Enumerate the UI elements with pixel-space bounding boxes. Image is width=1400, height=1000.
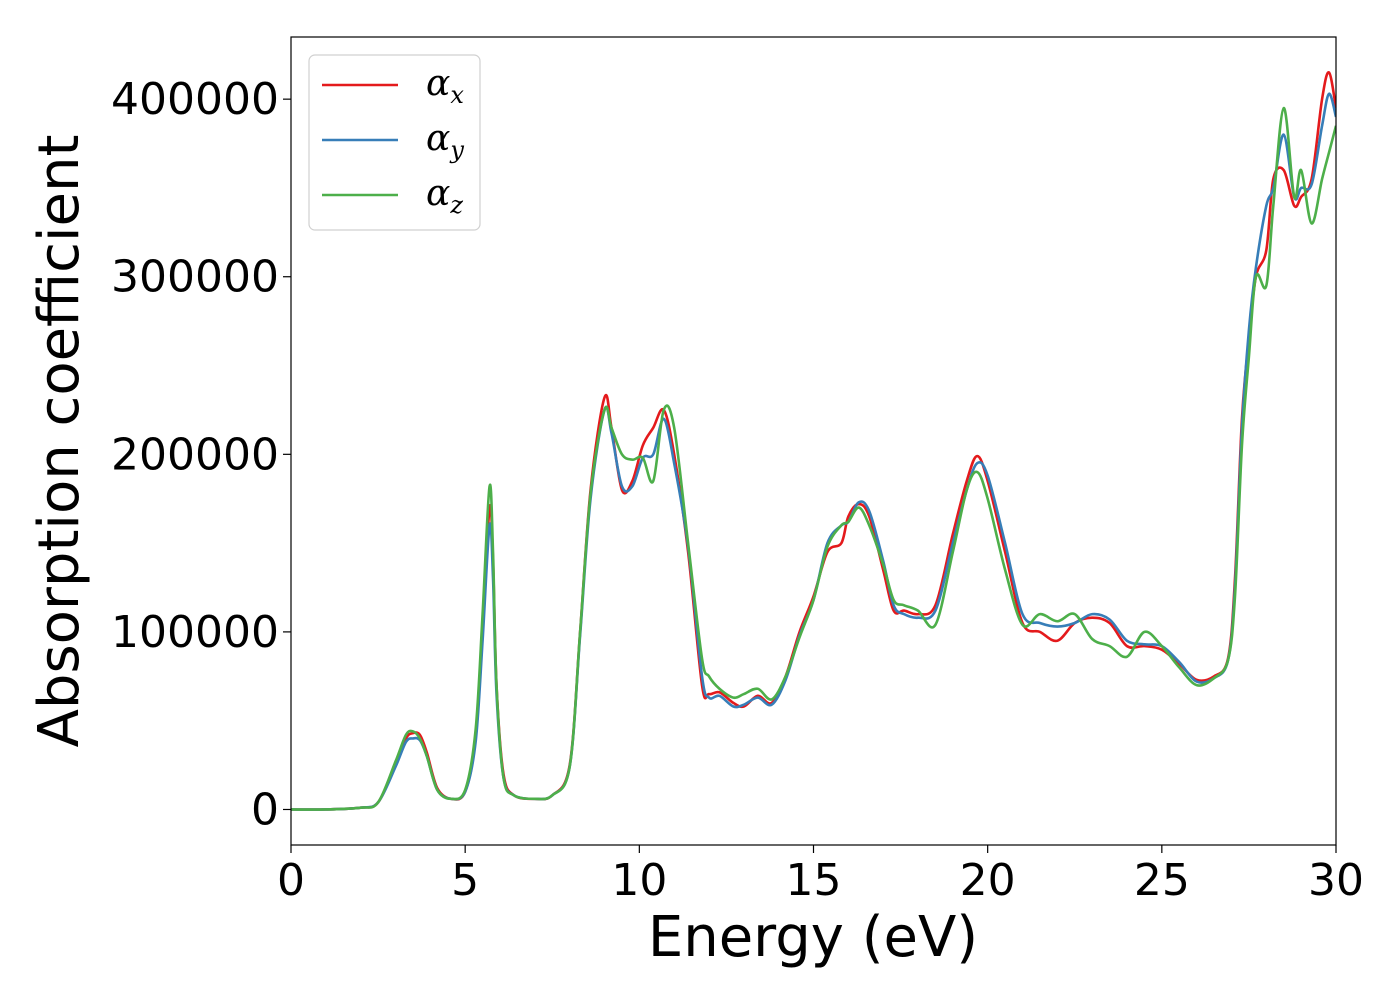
x-tick-label: 30 [1308,855,1364,906]
legend-label-x: αx [426,63,464,109]
y-tick-label: 400000 [111,74,279,125]
x-tick-label: 10 [611,855,667,906]
plot-area [291,71,1336,811]
x-tick-label: 15 [786,855,842,906]
x-axis-title: Energy (eV) [648,905,978,970]
y-tick-label: 0 [251,784,279,835]
x-tick-label: 20 [960,855,1016,906]
x-tick-label: 25 [1134,855,1190,906]
y-tick-label: 200000 [111,429,279,480]
y-tick-label: 300000 [111,252,279,303]
x-tick-label: 0 [277,855,305,906]
legend-label-y: αy [426,118,464,164]
y-tick-label: 100000 [111,607,279,658]
y-axis-title: Absorption coefficient [27,135,92,748]
legend-box [308,54,481,231]
x-tick-label: 5 [451,855,479,906]
axis-ticks: 0 5 10 15 20 25 30 0 100000 200000 300000 400000 [111,74,1364,906]
series-line-z [291,106,1336,811]
